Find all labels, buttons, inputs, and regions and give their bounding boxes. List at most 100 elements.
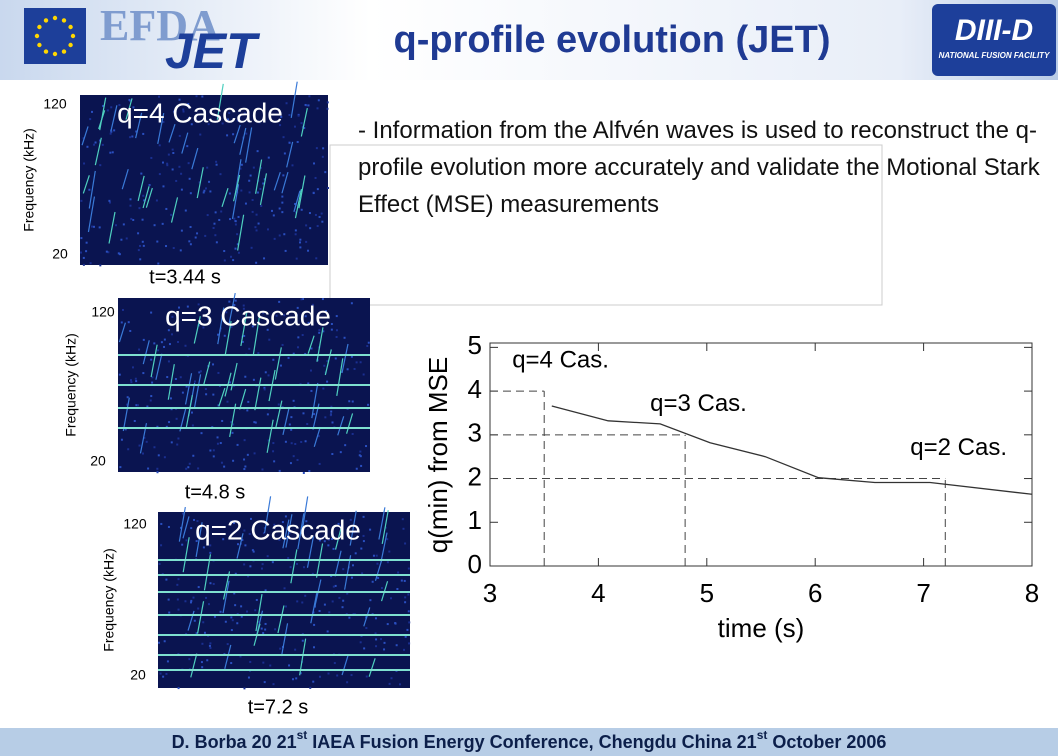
spectrogram-streak — [224, 320, 232, 356]
spectrogram-noise — [178, 134, 181, 137]
spectrogram-noise — [251, 325, 254, 328]
spectrogram-streak — [254, 159, 263, 194]
spectrogram-noise — [311, 303, 314, 306]
spectrogram-noise — [141, 218, 144, 221]
spectrogram-noise — [80, 237, 83, 240]
spectrogram-noise — [234, 247, 237, 250]
spectrogram-noise — [284, 440, 287, 443]
spectrogram-noise — [348, 400, 351, 403]
spectrogram-streak — [301, 496, 309, 535]
spectrogram-streak — [218, 387, 226, 407]
spectrogram-noise — [388, 550, 391, 553]
spectrogram-noise — [296, 140, 299, 143]
spectrogram-noise — [251, 210, 254, 213]
spectrogram-streak — [374, 560, 383, 581]
spectrogram-noise — [153, 446, 156, 449]
spectrogram-noise — [206, 214, 209, 217]
spectrogram-noise — [215, 160, 218, 163]
spectrogram-noise — [253, 421, 256, 424]
spectrogram-noise — [283, 233, 286, 236]
spectrogram-noise — [203, 631, 206, 634]
spectrogram-noise — [386, 538, 389, 541]
spectrogram-noise — [299, 246, 302, 249]
spectrogram-noise — [269, 664, 272, 667]
guide-label: q=2 Cas. — [910, 434, 1007, 461]
spectrogram-noise — [120, 438, 123, 441]
spectrogram-noise — [296, 458, 299, 461]
spectrogram-noise — [338, 596, 341, 599]
spectrogram-noise — [353, 367, 356, 370]
spectrogram-noise — [284, 605, 287, 608]
spectrogram-streak — [233, 174, 241, 202]
spectrogram-noise — [386, 561, 389, 564]
spectrogram-noise — [185, 385, 188, 388]
panel-ytick: 20 — [130, 667, 146, 683]
spectrogram-noise — [283, 587, 286, 590]
spectrogram-streak — [88, 170, 96, 209]
spectrogram-noise — [316, 188, 319, 191]
spectrogram-noise — [243, 458, 246, 461]
spectrogram-noise — [177, 437, 180, 440]
spectrogram-noise — [234, 220, 237, 223]
spectrogram-streak — [286, 141, 294, 168]
spectrogram-noise — [99, 264, 102, 267]
spectrogram-noise — [335, 329, 338, 332]
spectrogram-noise — [82, 137, 85, 140]
spectrogram-noise — [365, 445, 368, 448]
spectrogram-noise — [290, 416, 293, 419]
spectrogram-noise — [198, 371, 201, 374]
spectrogram-streak — [191, 147, 199, 170]
spectrogram-noise — [279, 647, 282, 650]
spectrogram-noise — [153, 342, 156, 345]
spectrogram-streak — [82, 175, 90, 194]
spectrogram-noise — [173, 110, 176, 113]
logo-diiid-sub: NATIONAL FUSION FACILITY — [939, 51, 1050, 60]
spectrogram-noise — [215, 241, 218, 244]
spectrogram-noise — [369, 599, 372, 602]
spectrogram-noise — [332, 585, 335, 588]
spectrogram-streak — [99, 97, 107, 131]
spectrogram-noise — [187, 103, 190, 106]
spectrogram-noise — [208, 180, 211, 183]
logo-diiid: DIII-D — [955, 14, 1033, 47]
spectrogram-noise — [202, 191, 205, 194]
spectrogram-noise — [335, 315, 338, 318]
spectrogram-noise — [293, 125, 296, 128]
spectrogram-noise — [245, 132, 248, 135]
spectrogram-noise — [283, 152, 286, 155]
spectrogram-streak — [193, 316, 201, 344]
spectrogram-noise — [266, 413, 269, 416]
spectrogram-noise — [257, 621, 260, 624]
spectrogram-noise — [162, 120, 165, 123]
spectrogram-streak — [195, 522, 203, 557]
spectrogram-noise — [342, 568, 345, 571]
star — [68, 42, 73, 48]
spectrogram-noise — [181, 391, 184, 394]
frame-box — [329, 144, 883, 306]
spectrogram-noise — [313, 623, 316, 626]
logo-diiid-box — [932, 4, 1056, 76]
spectrogram-streak — [311, 382, 319, 419]
spectrogram-streak — [196, 167, 204, 199]
spectrogram-noise — [218, 218, 221, 221]
spectrogram-streak — [110, 105, 118, 132]
spectrogram-noise — [326, 630, 329, 633]
spectrogram-noise — [365, 627, 368, 630]
spectrogram-noise — [169, 397, 172, 400]
spectrogram-streak — [293, 190, 301, 212]
spectrogram-noise — [118, 253, 121, 256]
spectrogram-streak — [381, 510, 389, 544]
spectrogram-noise — [158, 144, 161, 147]
spectrogram-noise — [189, 225, 192, 228]
spectrogram-noise — [295, 677, 298, 680]
x-tick-label: 6 — [808, 578, 822, 608]
spectrogram-noise — [267, 156, 270, 159]
spectrogram-noise — [226, 643, 229, 646]
spectrogram-noise — [398, 683, 401, 686]
spectrogram-noise — [180, 172, 183, 175]
spectrogram-noise — [318, 675, 321, 678]
spectrogram-noise — [324, 416, 327, 419]
spectrogram-noise — [354, 530, 357, 533]
spectrogram-noise — [304, 594, 307, 597]
spectrogram-noise — [204, 234, 207, 237]
